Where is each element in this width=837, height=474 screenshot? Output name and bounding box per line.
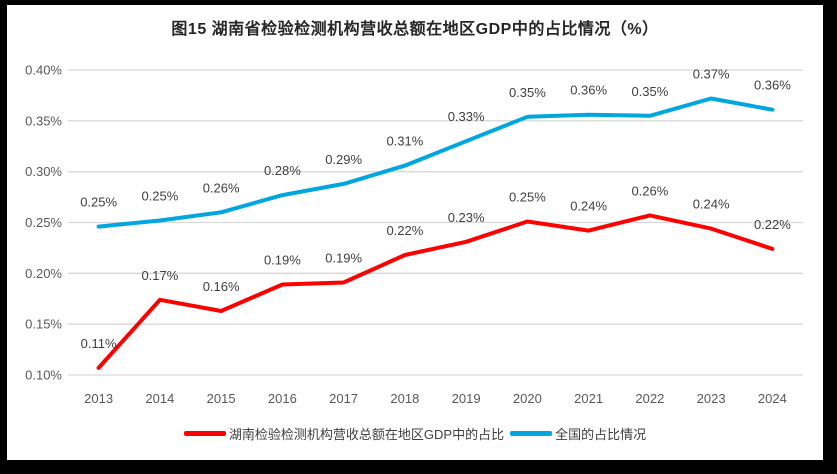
x-axis-tick-label: 2014 [145,391,174,406]
data-label-0: 0.22% [386,223,423,238]
data-label-1: 0.31% [386,134,423,149]
x-axis-tick-label: 2013 [84,391,113,406]
data-label-0: 0.23% [448,210,485,225]
data-label-0: 0.19% [264,253,301,268]
x-axis-tick-label: 2020 [513,391,542,406]
data-label-1: 0.37% [693,66,730,81]
data-label-1: 0.29% [325,152,362,167]
x-axis-tick-label: 2018 [390,391,419,406]
legend-item-hunan[interactable]: 湖南检验检测机构营收总额在地区GDP中的占比 [183,424,505,443]
data-label-1: 0.25% [80,195,117,210]
data-label-0: 0.24% [570,199,607,214]
x-axis-tick-label: 2022 [635,391,664,406]
x-axis-tick-label: 2024 [758,391,787,406]
data-label-0: 0.11% [81,336,117,351]
y-axis-tick-label: 0.20% [25,266,62,281]
x-axis-tick-label: 2017 [329,391,358,406]
chart-panel: 图15 湖南省检验检测机构营收总额在地区GDP中的占比情况（%） 0.40% 0.… [7,5,823,460]
data-label-1: 0.28% [264,163,301,178]
x-axis-tick-label: 2019 [452,391,481,406]
series-line-0 [96,213,775,370]
legend-line-swatch-red [183,431,226,436]
data-label-0: 0.17% [141,268,178,283]
y-axis-tick-label: 0.10% [25,368,62,383]
data-label-1: 0.26% [203,180,240,195]
legend-line-swatch-blue [510,431,553,436]
chart-legend: 湖南检验检测机构营收总额在地区GDP中的占比 全国的占比情况 [7,424,823,443]
data-label-0: 0.19% [325,250,362,265]
x-axis-tick-label: 2023 [697,391,726,406]
data-label-0: 0.25% [509,189,546,204]
data-label-1: 0.36% [570,83,607,98]
y-axis-tick-label: 0.35% [25,113,62,128]
data-label-1: 0.33% [448,109,485,124]
legend-item-national[interactable]: 全国的占比情况 [510,424,646,443]
x-axis-tick-label: 2016 [268,391,297,406]
y-axis-tick-label: 0.15% [25,317,62,332]
legend-label-hunan: 湖南检验检测机构营收总额在地区GDP中的占比 [228,427,505,442]
series-line-1 [96,96,775,229]
y-axis-tick-label: 0.25% [25,215,62,230]
data-label-0: 0.26% [631,183,668,198]
y-axis-tick-label: 0.30% [25,164,62,179]
legend-label-national: 全国的占比情况 [555,427,647,442]
data-label-0: 0.24% [693,197,730,212]
data-label-1: 0.36% [754,78,791,93]
data-label-1: 0.35% [509,85,546,100]
data-label-0: 0.22% [754,217,791,232]
data-label-1: 0.25% [141,188,178,203]
data-label-1: 0.35% [631,84,668,99]
chart-title: 图15 湖南省检验检测机构营收总额在地区GDP中的占比情况（%） [171,21,659,38]
y-axis-tick-label: 0.40% [25,63,62,78]
chart-plot-area: 0.40% 0.35% 0.30% 0.25% 0.20% 0.15% 0.10% 2013 2… [25,63,803,406]
x-axis-tick-label: 2015 [207,391,236,406]
data-label-0: 0.16% [203,279,240,294]
x-axis-tick-label: 2021 [574,391,603,406]
